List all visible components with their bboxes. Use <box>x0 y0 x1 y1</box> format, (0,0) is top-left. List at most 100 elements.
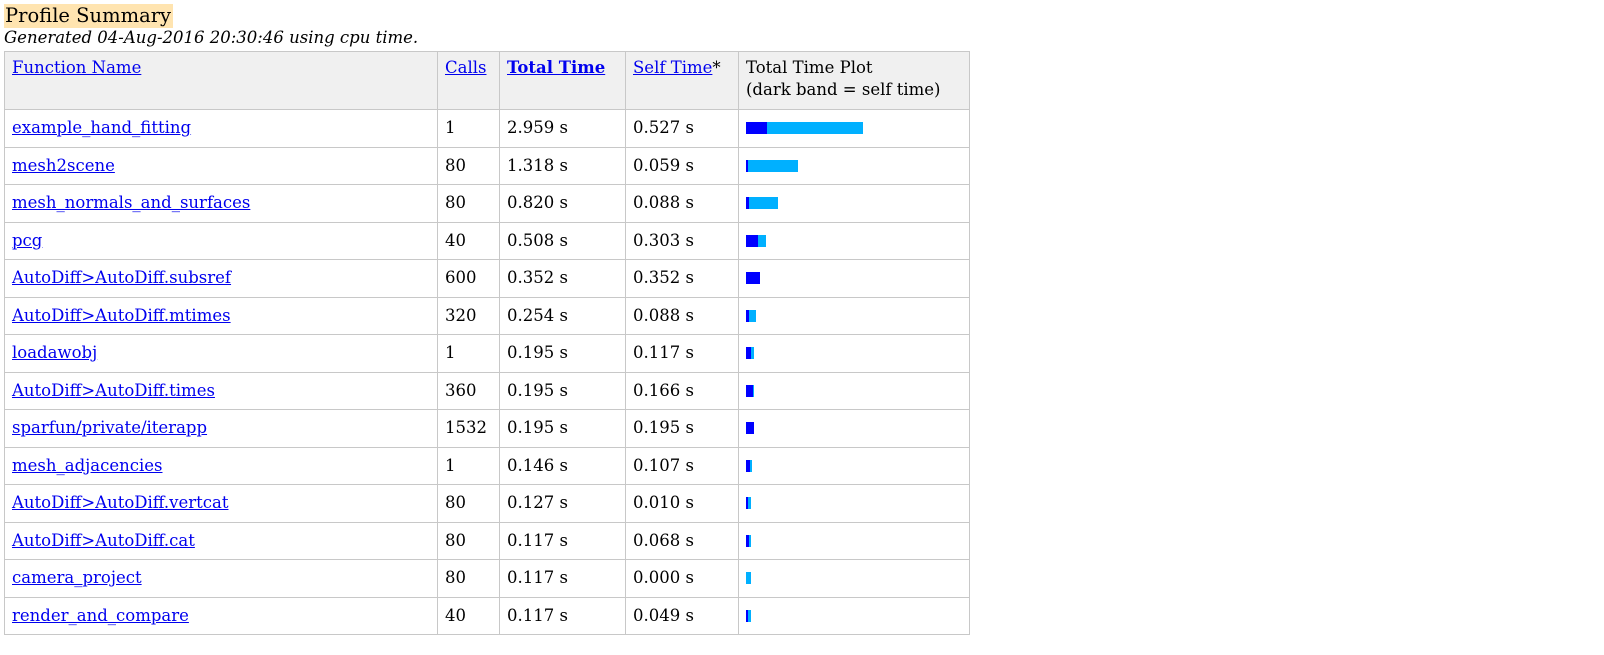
calls-cell: 40 <box>437 596 500 635</box>
total-time-bar <box>746 197 962 210</box>
total-time-cell: 0.146 s <box>499 446 626 485</box>
total-time-cell: 0.117 s <box>499 596 626 635</box>
total-time-cell: 2.959 s <box>499 109 626 148</box>
self-time-band <box>746 534 749 547</box>
calls-cell: 1 <box>437 446 500 485</box>
remaining-time-band <box>748 609 751 622</box>
self-time-cell: 0.000 s <box>625 559 739 598</box>
total-time-cell: 0.195 s <box>499 334 626 373</box>
total-time-plot-cell <box>738 259 970 298</box>
self-time-cell: 0.195 s <box>625 409 739 448</box>
total-time-plot-cell <box>738 109 970 148</box>
table-row: mesh_normals_and_surfaces 80 0.820 s 0.088 … <box>4 184 970 223</box>
table-row: AutoDiff>AutoDiff.vertcat 80 0.127 s 0.010 … <box>4 484 970 523</box>
sort-by-self-time-link[interactable]: Self Time <box>633 58 713 77</box>
remaining-time-band <box>749 309 756 322</box>
function-name-cell: AutoDiff>AutoDiff.cat <box>4 521 438 560</box>
header-self-time: Self Time* <box>625 51 739 110</box>
function-link[interactable]: sparfun/private/iterapp <box>12 418 208 438</box>
total-time-bar <box>746 459 962 472</box>
total-time-bar <box>746 384 962 397</box>
self-time-band <box>746 309 749 322</box>
total-time-plot-cell <box>738 446 970 485</box>
total-time-plot-cell <box>738 371 970 410</box>
self-time-band <box>746 159 748 172</box>
calls-cell: 600 <box>437 259 500 298</box>
function-name-cell: camera_project <box>4 559 438 598</box>
total-time-plot-cell <box>738 521 970 560</box>
self-time-cell: 0.010 s <box>625 484 739 523</box>
function-link[interactable]: AutoDiff>AutoDiff.subsref <box>12 268 232 288</box>
function-name-cell: mesh_normals_and_surfaces <box>4 184 438 223</box>
function-link[interactable]: AutoDiff>AutoDiff.mtimes <box>12 305 231 325</box>
function-link[interactable]: render_and_compare <box>12 605 189 625</box>
total-time-cell: 0.117 s <box>499 521 626 560</box>
sort-by-total-time-link[interactable]: Total Time <box>507 58 606 77</box>
self-time-cell: 0.088 s <box>625 296 739 335</box>
self-time-cell: 0.088 s <box>625 184 739 223</box>
calls-cell: 80 <box>437 559 500 598</box>
remaining-time-band <box>746 572 751 585</box>
table-row: render_and_compare 40 0.117 s 0.049 s <box>4 596 970 635</box>
table-header-row: Function Name Calls Total Time Self Time… <box>4 51 970 110</box>
self-time-band <box>746 422 754 435</box>
total-time-cell: 1.318 s <box>499 146 626 185</box>
total-time-bar <box>746 347 962 360</box>
calls-cell: 1 <box>437 334 500 373</box>
remaining-time-band <box>748 159 798 172</box>
generated-info: Generated 04-Aug-2016 20:30:46 using cpu… <box>4 28 419 47</box>
self-time-cell: 0.068 s <box>625 521 739 560</box>
self-time-cell: 0.049 s <box>625 596 739 635</box>
self-time-band <box>746 609 748 622</box>
function-name-cell: pcg <box>4 221 438 260</box>
self-time-band <box>746 497 748 510</box>
total-time-bar <box>746 159 962 172</box>
sort-by-function-name-link[interactable]: Function Name <box>12 58 142 77</box>
function-link[interactable]: camera_project <box>12 568 142 588</box>
calls-cell: 320 <box>437 296 500 335</box>
remaining-time-band <box>749 197 778 210</box>
total-time-bar <box>746 309 962 322</box>
sort-by-calls-link[interactable]: Calls <box>445 58 487 77</box>
function-link[interactable]: pcg <box>12 230 43 250</box>
function-link[interactable]: mesh2scene <box>12 155 115 175</box>
total-time-bar <box>746 572 962 585</box>
table-row: AutoDiff>AutoDiff.times 360 0.195 s 0.166 s <box>4 371 970 410</box>
self-time-cell: 0.166 s <box>625 371 739 410</box>
header-calls: Calls <box>437 51 500 110</box>
function-link[interactable]: example_hand_fitting <box>12 118 192 138</box>
total-time-bar <box>746 234 962 247</box>
function-link[interactable]: AutoDiff>AutoDiff.vertcat <box>12 493 229 513</box>
total-time-bar <box>746 497 962 510</box>
self-time-band <box>746 384 753 397</box>
plot-header-line2: (dark band = self time) <box>746 80 941 99</box>
function-name-cell: AutoDiff>AutoDiff.vertcat <box>4 484 438 523</box>
function-link[interactable]: AutoDiff>AutoDiff.cat <box>12 530 195 550</box>
calls-cell: 1532 <box>437 409 500 448</box>
function-link[interactable]: mesh_adjacencies <box>12 455 163 475</box>
calls-cell: 360 <box>437 371 500 410</box>
calls-cell: 1 <box>437 109 500 148</box>
remaining-time-band <box>758 234 766 247</box>
total-time-cell: 0.195 s <box>499 409 626 448</box>
remaining-time-band <box>753 384 754 397</box>
total-time-plot-cell <box>738 146 970 185</box>
self-time-cell: 0.527 s <box>625 109 739 148</box>
total-time-cell: 0.352 s <box>499 259 626 298</box>
function-link[interactable]: AutoDiff>AutoDiff.times <box>12 380 215 400</box>
table-row: loadawobj 1 0.195 s 0.117 s <box>4 334 970 373</box>
total-time-cell: 0.127 s <box>499 484 626 523</box>
self-time-cell: 0.352 s <box>625 259 739 298</box>
table-row: camera_project 80 0.117 s 0.000 s <box>4 559 970 598</box>
total-time-plot-cell <box>738 296 970 335</box>
total-time-bar <box>746 609 962 622</box>
remaining-time-band <box>750 459 752 472</box>
total-time-bar <box>746 122 962 135</box>
self-time-band <box>746 347 751 360</box>
total-time-plot-cell <box>738 596 970 635</box>
table-row: AutoDiff>AutoDiff.cat 80 0.117 s 0.068 s <box>4 521 970 560</box>
total-time-plot-cell <box>738 184 970 223</box>
function-link[interactable]: loadawobj <box>12 343 98 363</box>
function-link[interactable]: mesh_normals_and_surfaces <box>12 193 251 213</box>
total-time-plot-cell <box>738 559 970 598</box>
